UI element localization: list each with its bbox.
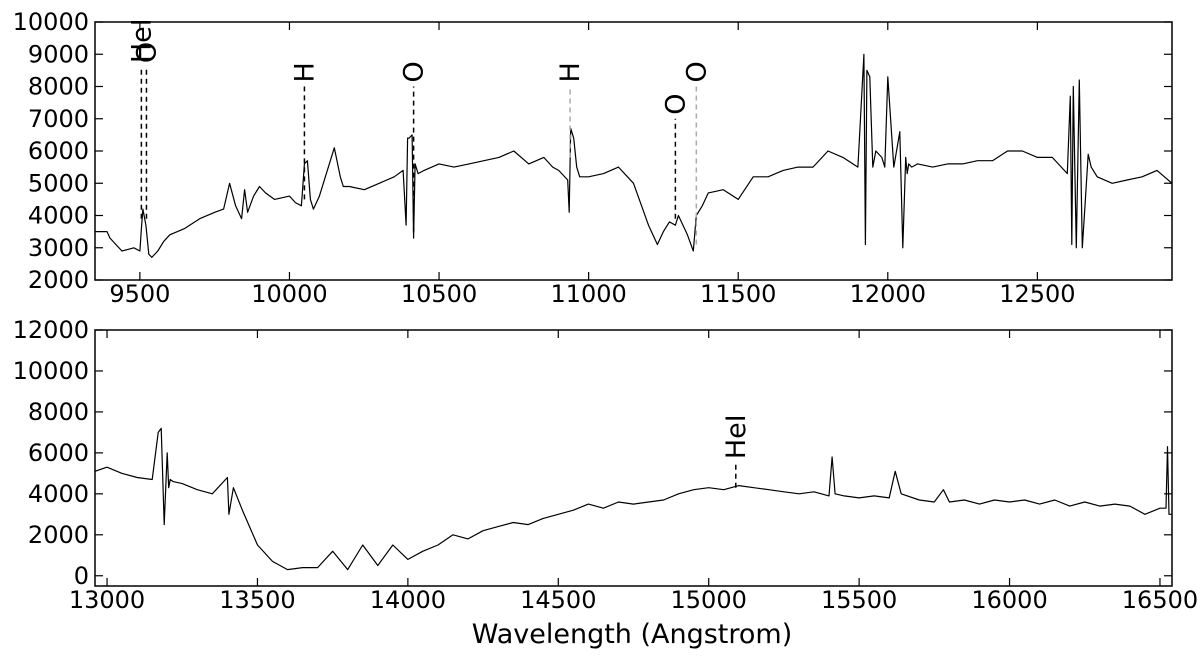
y-tick-label: 8000	[28, 398, 89, 426]
y-tick-label: 5000	[28, 169, 89, 197]
line-id-label: H	[555, 62, 586, 82]
x-axis-label: Wavelength (Angstrom)	[472, 619, 793, 650]
y-tick-label: 6000	[28, 439, 89, 467]
y-tick-label: 8000	[28, 73, 89, 101]
x-tick-label: 16000	[971, 586, 1047, 614]
x-tick-label: 12500	[999, 280, 1075, 308]
x-tick-label: 11000	[550, 280, 626, 308]
line-id-label: HeI	[126, 18, 157, 63]
x-tick-label: 13500	[219, 586, 295, 614]
y-tick-label: 0	[74, 562, 89, 590]
y-tick-label: 2000	[28, 521, 89, 549]
bottom-spectrum-panel: 13000 13500 14000 14500 15000 15500 16000 16500…	[13, 316, 1199, 614]
line-id-label: O	[660, 93, 691, 114]
y-tick-label: 2000	[28, 266, 89, 294]
y-tick-label: 7000	[28, 105, 89, 133]
plot-frame	[94, 329, 1173, 587]
top-spectrum-panel: 9500 10000 10500 11000 11500 12000 12500 2000 30…	[13, 8, 1173, 308]
y-tick-label: 4000	[28, 202, 89, 230]
y-tick-label: 10000	[13, 357, 89, 385]
x-tick-label: 13000	[69, 586, 145, 614]
line-id-label: O	[131, 42, 162, 63]
x-tick-label: 9500	[109, 280, 170, 308]
y-tick-label: 3000	[28, 234, 89, 262]
line-id-label: H	[289, 62, 320, 82]
x-tick-label: 14000	[370, 586, 446, 614]
y-tick-label: 10000	[13, 8, 89, 36]
y-tick-label: 12000	[13, 316, 89, 344]
y-tick-label: 4000	[28, 480, 89, 508]
x-tick-label: 12000	[850, 280, 926, 308]
line-id-label: O	[681, 61, 712, 82]
x-tick-label: 15000	[671, 586, 747, 614]
line-id-label: HeI	[721, 414, 752, 459]
x-tick-label: 15500	[821, 586, 897, 614]
x-tick-label: 14500	[520, 586, 596, 614]
y-tick-label: 6000	[28, 137, 89, 165]
spectrum-line	[95, 427, 1172, 571]
x-tick-label: 10500	[401, 280, 477, 308]
y-tick-label: 9000	[28, 40, 89, 68]
line-id-label: O	[399, 61, 430, 82]
x-tick-label: 16500	[1122, 586, 1198, 614]
spectrum-line	[95, 53, 1172, 258]
x-tick-label: 10000	[251, 280, 327, 308]
x-tick-label: 11500	[700, 280, 776, 308]
